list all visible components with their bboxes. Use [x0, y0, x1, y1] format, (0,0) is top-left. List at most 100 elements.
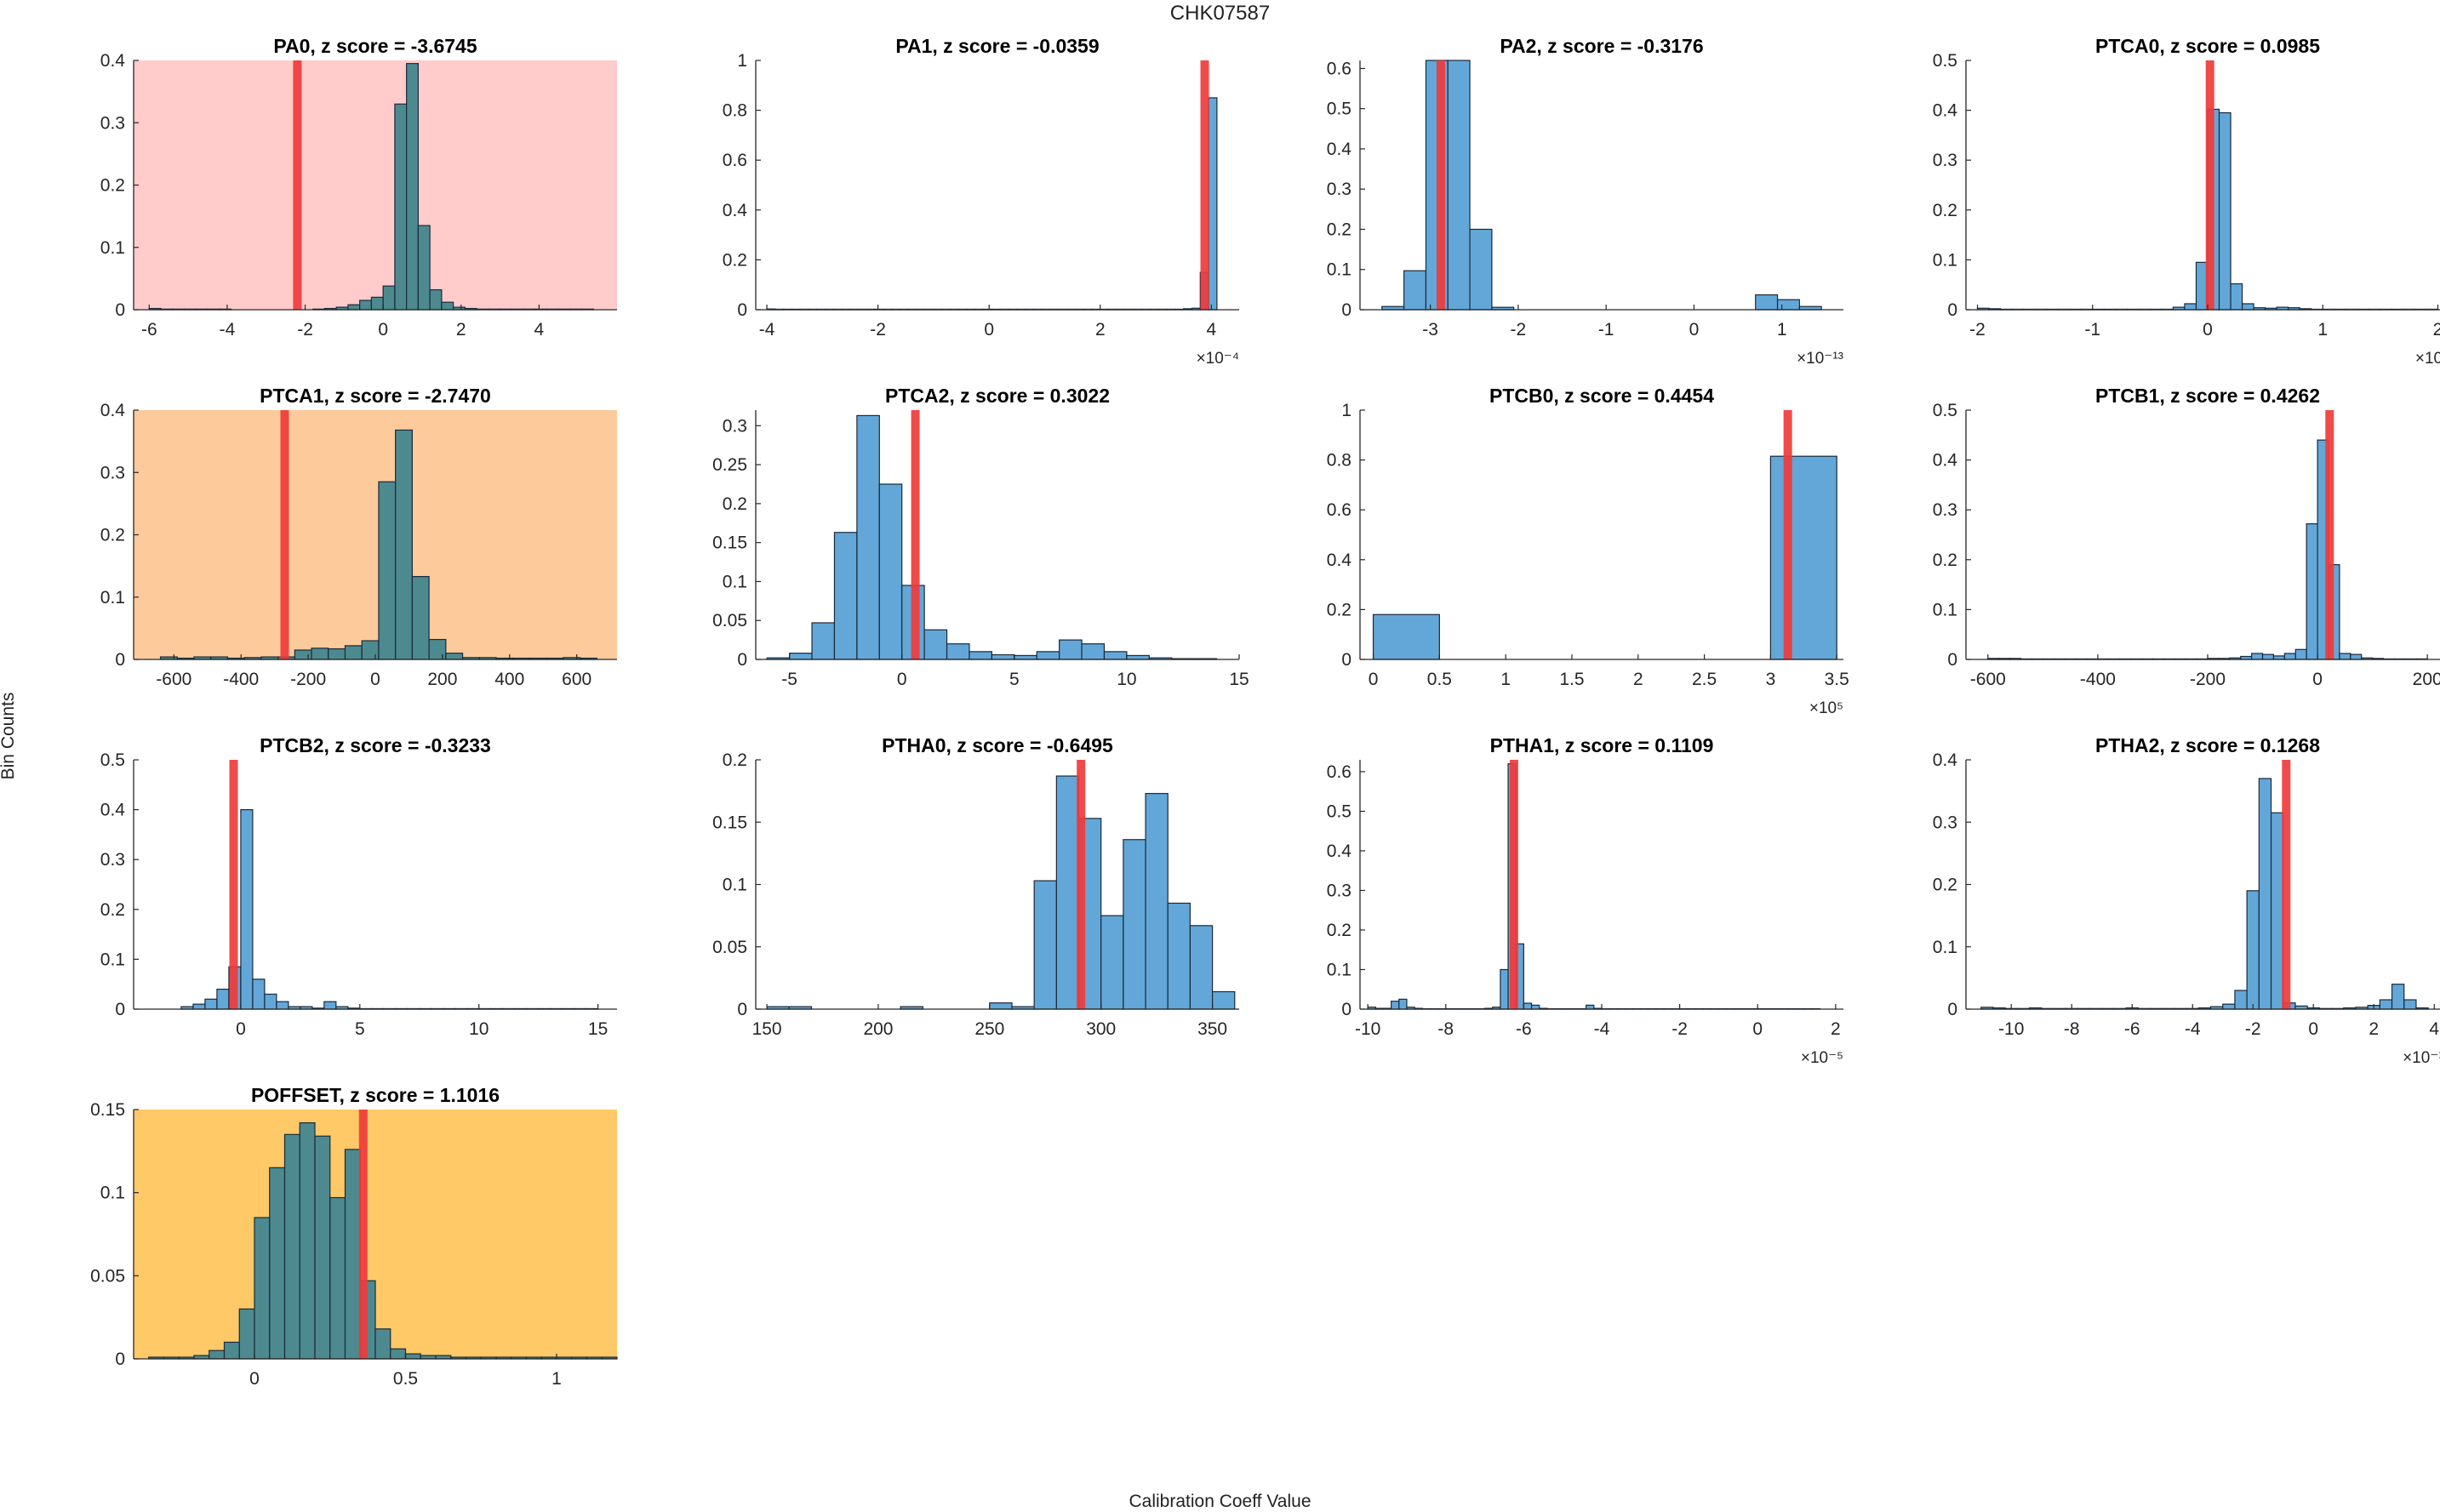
value-marker	[911, 410, 920, 659]
histogram-bar	[2283, 653, 2296, 660]
y-tick-label: 0.1	[723, 876, 747, 895]
value-marker	[1200, 60, 1209, 310]
x-tick-label: 200	[2413, 670, 2440, 689]
y-tick-label: 0	[737, 300, 747, 320]
y-tick-label: 0.4	[1327, 140, 1352, 159]
histogram-bar	[428, 638, 447, 660]
x-tick-label: 0	[1369, 670, 1379, 689]
y-tick-label: 0.1	[723, 572, 747, 591]
histogram-bar	[2391, 984, 2405, 1010]
subplot-title: PTCA2, z score = 0.3022	[885, 385, 1110, 407]
x-tick-label: 10	[469, 1019, 489, 1039]
y-tick-label: 0.15	[90, 1100, 125, 1120]
histogram-bar	[2218, 111, 2231, 311]
x-tick-label: 0	[2312, 670, 2323, 689]
y-tick-label: 0.5	[1327, 802, 1351, 821]
histogram-bar	[223, 1341, 240, 1360]
x-tick-label: 200	[427, 670, 457, 689]
histogram-bar	[344, 1149, 361, 1360]
histogram-bar	[833, 532, 858, 660]
x-tick-label: -8	[2064, 1019, 2080, 1039]
x-tick-label: -6	[1516, 1019, 1532, 1039]
histogram-bar	[856, 414, 880, 660]
value-marker	[293, 60, 302, 310]
x-tick-label: 0	[2203, 320, 2213, 339]
histogram-bar	[1469, 228, 1493, 311]
x-tick-label: 0	[249, 1369, 260, 1389]
subplot-ptca1: 0 0.1 0.2 0.3 0.4 -600 -400 -200 0 200 400 600 PTCA1…	[100, 385, 617, 689]
histogram-bar	[2261, 653, 2275, 660]
x-tick-label: 200	[863, 1019, 893, 1039]
histogram-bar	[2230, 282, 2243, 311]
y-tick-label: 0.3	[100, 113, 125, 133]
histogram-bar	[1523, 1002, 1533, 1010]
y-tick-label: 0	[115, 1349, 125, 1369]
y-tick-label: 0.2	[100, 900, 125, 920]
y-tick-label: 0.4	[100, 401, 126, 420]
histogram-bar	[2350, 653, 2363, 660]
x-axis-label: Calibration Coeff Value	[1129, 1492, 1311, 1511]
x-exponent-label: ×10⁻⁵	[1801, 1049, 1843, 1067]
subplot-title: PTHA1, z score = 0.1109	[1490, 734, 1714, 756]
histogram-bar	[2339, 653, 2351, 660]
value-marker	[280, 410, 289, 659]
histogram-bar	[1398, 998, 1408, 1010]
subplot-ptca2: 0 0.05 0.1 0.15 0.2 0.25 0.3 -5 0 5 10 15 PTCA2, z s…	[712, 385, 1249, 689]
histogram-bar	[276, 1001, 289, 1010]
x-tick-label: 350	[1197, 1019, 1227, 1039]
x-tick-label: 2	[1095, 320, 1106, 339]
histogram-bar	[390, 1348, 407, 1360]
histogram-bar	[1372, 613, 1440, 660]
x-tick-label: 0.5	[1427, 670, 1452, 689]
x-tick-label: 0	[984, 320, 994, 339]
y-tick-label: 0.4	[100, 801, 126, 820]
x-tick-label: 2	[456, 320, 466, 339]
histogram-bar	[811, 622, 836, 660]
x-tick-label: -6	[141, 320, 157, 339]
histogram-bar	[1403, 270, 1427, 311]
histogram-bar	[1755, 294, 1779, 311]
histogram-bar	[1586, 1004, 1595, 1010]
subplot-title: PTCA1, z score = -2.7470	[260, 385, 491, 407]
histogram-bar	[378, 481, 397, 660]
histogram-bar	[209, 1349, 226, 1360]
histogram-bar	[445, 653, 464, 660]
histogram-bar	[347, 304, 361, 311]
value-marker	[229, 760, 238, 1009]
y-tick-label: 1	[737, 51, 747, 71]
x-tick-label: -4	[759, 320, 775, 339]
subplot-title: PA1, z score = -0.0359	[895, 35, 1099, 57]
y-tick-label: 0.05	[712, 938, 747, 957]
plot-background	[756, 410, 1239, 659]
histogram-bar	[1447, 60, 1471, 311]
y-tick-label: 0.3	[100, 463, 125, 482]
y-tick-label: 0.2	[100, 176, 125, 196]
y-tick-label: 0.6	[1327, 59, 1351, 78]
histogram-bar	[252, 979, 266, 1010]
x-tick-label: -10	[1355, 1019, 1380, 1039]
y-tick-label: 0.1	[1933, 600, 1957, 619]
y-tick-label: 0	[1341, 1000, 1351, 1019]
y-tick-label: 0.5	[1933, 51, 1957, 71]
plot-background	[1966, 760, 2440, 1009]
plot-background	[1360, 410, 1843, 659]
histogram-bar	[411, 575, 430, 660]
histogram-bar	[216, 988, 230, 1010]
histogram-bar	[240, 808, 254, 1010]
histogram-bar	[2270, 812, 2284, 1010]
y-tick-label: 0	[1341, 300, 1351, 320]
histogram-bar	[404, 1353, 421, 1360]
y-tick-label: 0.15	[712, 533, 747, 553]
y-tick-label: 0.1	[100, 588, 125, 608]
histogram-bar	[329, 1196, 346, 1360]
y-tick-label: 0.6	[1327, 500, 1351, 520]
x-tick-label: -4	[220, 320, 236, 339]
y-tick-label: 0.5	[100, 750, 125, 770]
y-tick-label: 0.8	[1327, 451, 1351, 471]
y-tick-label: 0.4	[1933, 750, 1958, 770]
subplot-ptha1: 0 0.1 0.2 0.3 0.4 0.5 0.6 -10 -8 -6 -4 -2 0 2 ×10⁻⁵ PTH…	[1327, 734, 1843, 1067]
plot-background	[756, 60, 1239, 310]
x-tick-label: 0	[1752, 1019, 1763, 1039]
histogram-bar	[1167, 902, 1191, 1010]
subplot-title: PTCB1, z score = 0.4262	[2095, 385, 2320, 407]
